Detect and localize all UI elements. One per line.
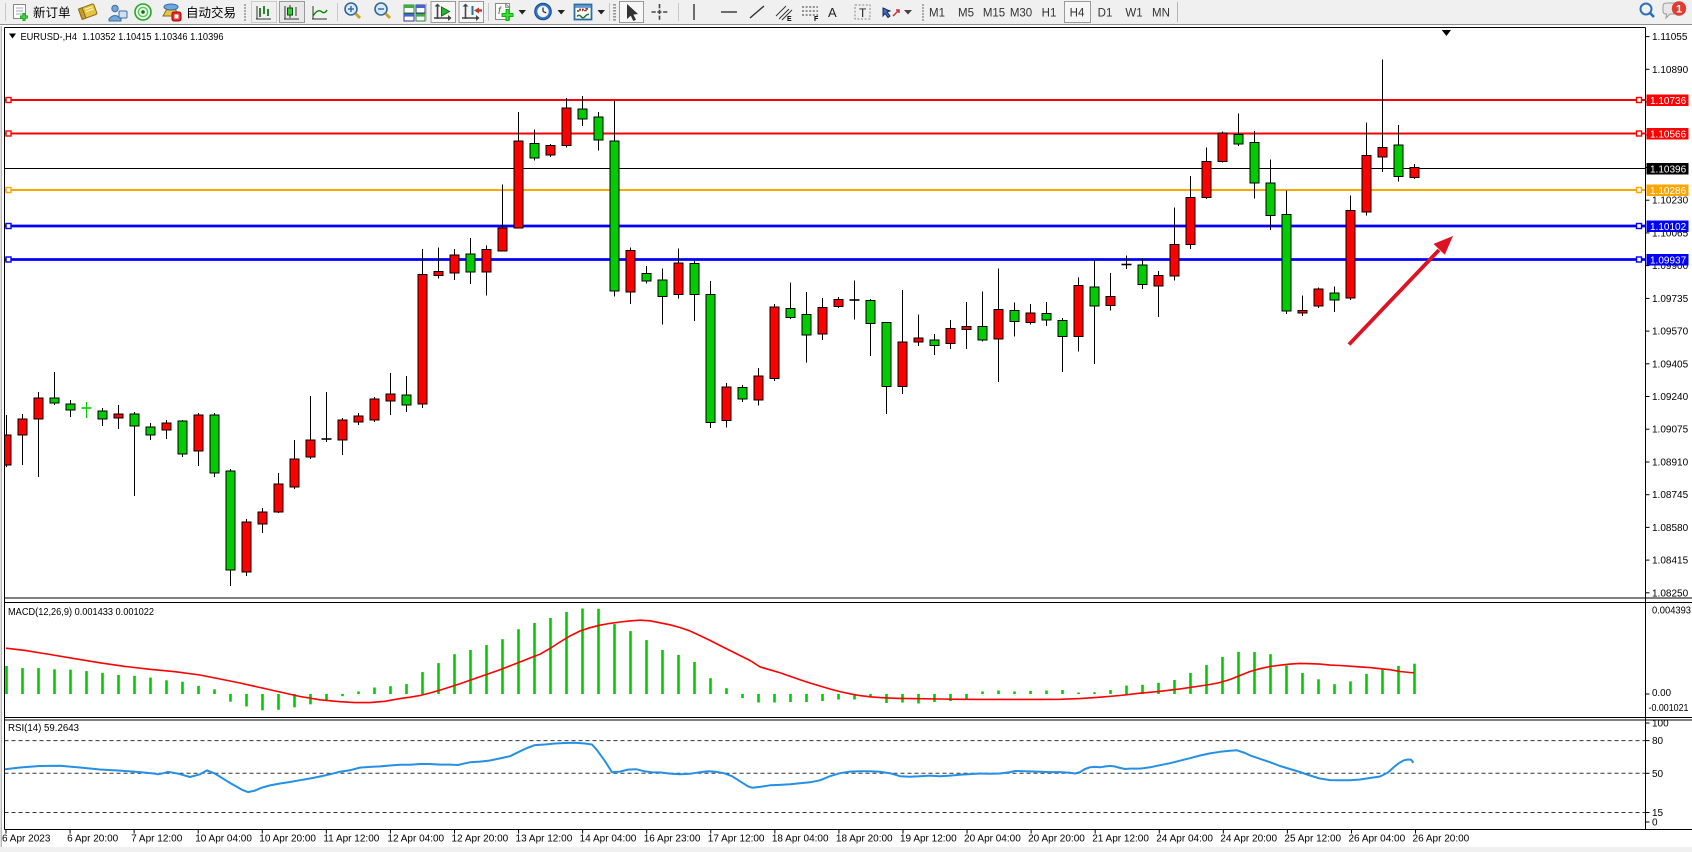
svg-text:F: F xyxy=(814,16,819,23)
svg-text:1.10065: 1.10065 xyxy=(1652,228,1689,239)
svg-text:1.10566: 1.10566 xyxy=(1650,129,1687,140)
svg-text:7 Apr 12:00: 7 Apr 12:00 xyxy=(131,834,183,845)
svg-text:M5: M5 xyxy=(958,8,974,20)
svg-text:自动交易: 自动交易 xyxy=(186,5,236,20)
svg-text:26 Apr 20:00: 26 Apr 20:00 xyxy=(1413,834,1470,845)
svg-text:1.08250: 1.08250 xyxy=(1652,588,1689,599)
svg-text:1.09570: 1.09570 xyxy=(1652,327,1689,338)
svg-text:MN: MN xyxy=(1152,8,1170,20)
svg-text:-0.001021: -0.001021 xyxy=(1649,703,1689,714)
svg-text:1.08580: 1.08580 xyxy=(1652,523,1689,534)
svg-text:新订单: 新订单 xyxy=(33,5,71,20)
svg-text:M30: M30 xyxy=(1010,8,1032,20)
svg-text:10 Apr 04:00: 10 Apr 04:00 xyxy=(195,834,252,845)
svg-text:1.10736: 1.10736 xyxy=(1650,96,1687,107)
svg-text:H1: H1 xyxy=(1042,8,1057,20)
svg-text:1: 1 xyxy=(1676,4,1682,16)
svg-text:6 Apr 2023: 6 Apr 2023 xyxy=(2,834,51,845)
svg-text:1.10890: 1.10890 xyxy=(1652,65,1689,76)
svg-text:11 Apr 12:00: 11 Apr 12:00 xyxy=(323,834,379,845)
svg-text:26 Apr 04:00: 26 Apr 04:00 xyxy=(1348,834,1405,845)
svg-text:1.09900: 1.09900 xyxy=(1652,261,1689,272)
svg-text:MACD(12,26,9) 0.001433 0.00102: MACD(12,26,9) 0.001433 0.001022 xyxy=(8,607,154,618)
svg-text:D1: D1 xyxy=(1098,8,1113,20)
svg-text:10 Apr 20:00: 10 Apr 20:00 xyxy=(259,834,316,845)
svg-text:19 Apr 12:00: 19 Apr 12:00 xyxy=(900,834,957,845)
svg-text:RSI(14) 59.2643: RSI(14) 59.2643 xyxy=(8,723,79,734)
svg-text:H4: H4 xyxy=(1070,8,1085,20)
svg-text:12 Apr 04:00: 12 Apr 04:00 xyxy=(387,834,444,845)
svg-text:1.09937: 1.09937 xyxy=(1650,255,1687,266)
svg-text:20 Apr 04:00: 20 Apr 04:00 xyxy=(964,834,1021,845)
svg-text:20 Apr 20:00: 20 Apr 20:00 xyxy=(1028,834,1085,845)
svg-text:0.00: 0.00 xyxy=(1652,688,1671,699)
svg-text:1.10396: 1.10396 xyxy=(1650,164,1687,175)
svg-text:1.09075: 1.09075 xyxy=(1652,425,1689,436)
svg-text:M15: M15 xyxy=(983,8,1005,20)
svg-text:A: A xyxy=(828,5,837,20)
svg-text:14 Apr 04:00: 14 Apr 04:00 xyxy=(580,834,637,845)
svg-text:13 Apr 12:00: 13 Apr 12:00 xyxy=(516,834,573,845)
svg-text:1.10230: 1.10230 xyxy=(1652,196,1689,207)
svg-text:18 Apr 04:00: 18 Apr 04:00 xyxy=(772,834,829,845)
svg-text:24 Apr 20:00: 24 Apr 20:00 xyxy=(1220,834,1277,845)
svg-text:80: 80 xyxy=(1652,736,1664,747)
svg-text:0.004393: 0.004393 xyxy=(1652,606,1691,617)
svg-text:17 Apr 12:00: 17 Apr 12:00 xyxy=(708,834,765,845)
svg-text:25 Apr 12:00: 25 Apr 12:00 xyxy=(1284,834,1341,845)
svg-text:1.09405: 1.09405 xyxy=(1652,359,1689,370)
svg-text:16 Apr 23:00: 16 Apr 23:00 xyxy=(644,834,701,845)
svg-text:100: 100 xyxy=(1652,719,1669,730)
svg-text:W1: W1 xyxy=(1125,8,1142,20)
svg-text:1.08745: 1.08745 xyxy=(1652,490,1689,501)
svg-text:24 Apr 04:00: 24 Apr 04:00 xyxy=(1156,834,1213,845)
svg-text:1.09735: 1.09735 xyxy=(1652,294,1689,305)
svg-text:18 Apr 20:00: 18 Apr 20:00 xyxy=(836,834,893,845)
svg-text:1.09240: 1.09240 xyxy=(1652,392,1689,403)
svg-text:12 Apr 20:00: 12 Apr 20:00 xyxy=(451,834,508,845)
svg-text:0: 0 xyxy=(1652,818,1658,829)
svg-text:T: T xyxy=(859,6,867,20)
svg-text:M1: M1 xyxy=(929,8,945,20)
svg-text:1.11055: 1.11055 xyxy=(1652,32,1688,43)
svg-text:1.10286: 1.10286 xyxy=(1650,186,1687,197)
svg-text:21 Apr 12:00: 21 Apr 12:00 xyxy=(1092,834,1149,845)
svg-text:E: E xyxy=(787,16,792,23)
svg-text:1.08910: 1.08910 xyxy=(1652,458,1689,469)
svg-text:15: 15 xyxy=(1652,808,1664,819)
svg-text:50: 50 xyxy=(1652,769,1664,780)
svg-text:EURUSD-,H4 1.10352 1.10415 1.: EURUSD-,H4 1.10352 1.10415 1.10346 1.103… xyxy=(21,32,224,43)
svg-text:f: f xyxy=(498,6,502,17)
svg-text:6 Apr 20:00: 6 Apr 20:00 xyxy=(67,834,119,845)
svg-text:1.10102: 1.10102 xyxy=(1650,222,1687,233)
svg-text:1.08415: 1.08415 xyxy=(1652,556,1689,567)
